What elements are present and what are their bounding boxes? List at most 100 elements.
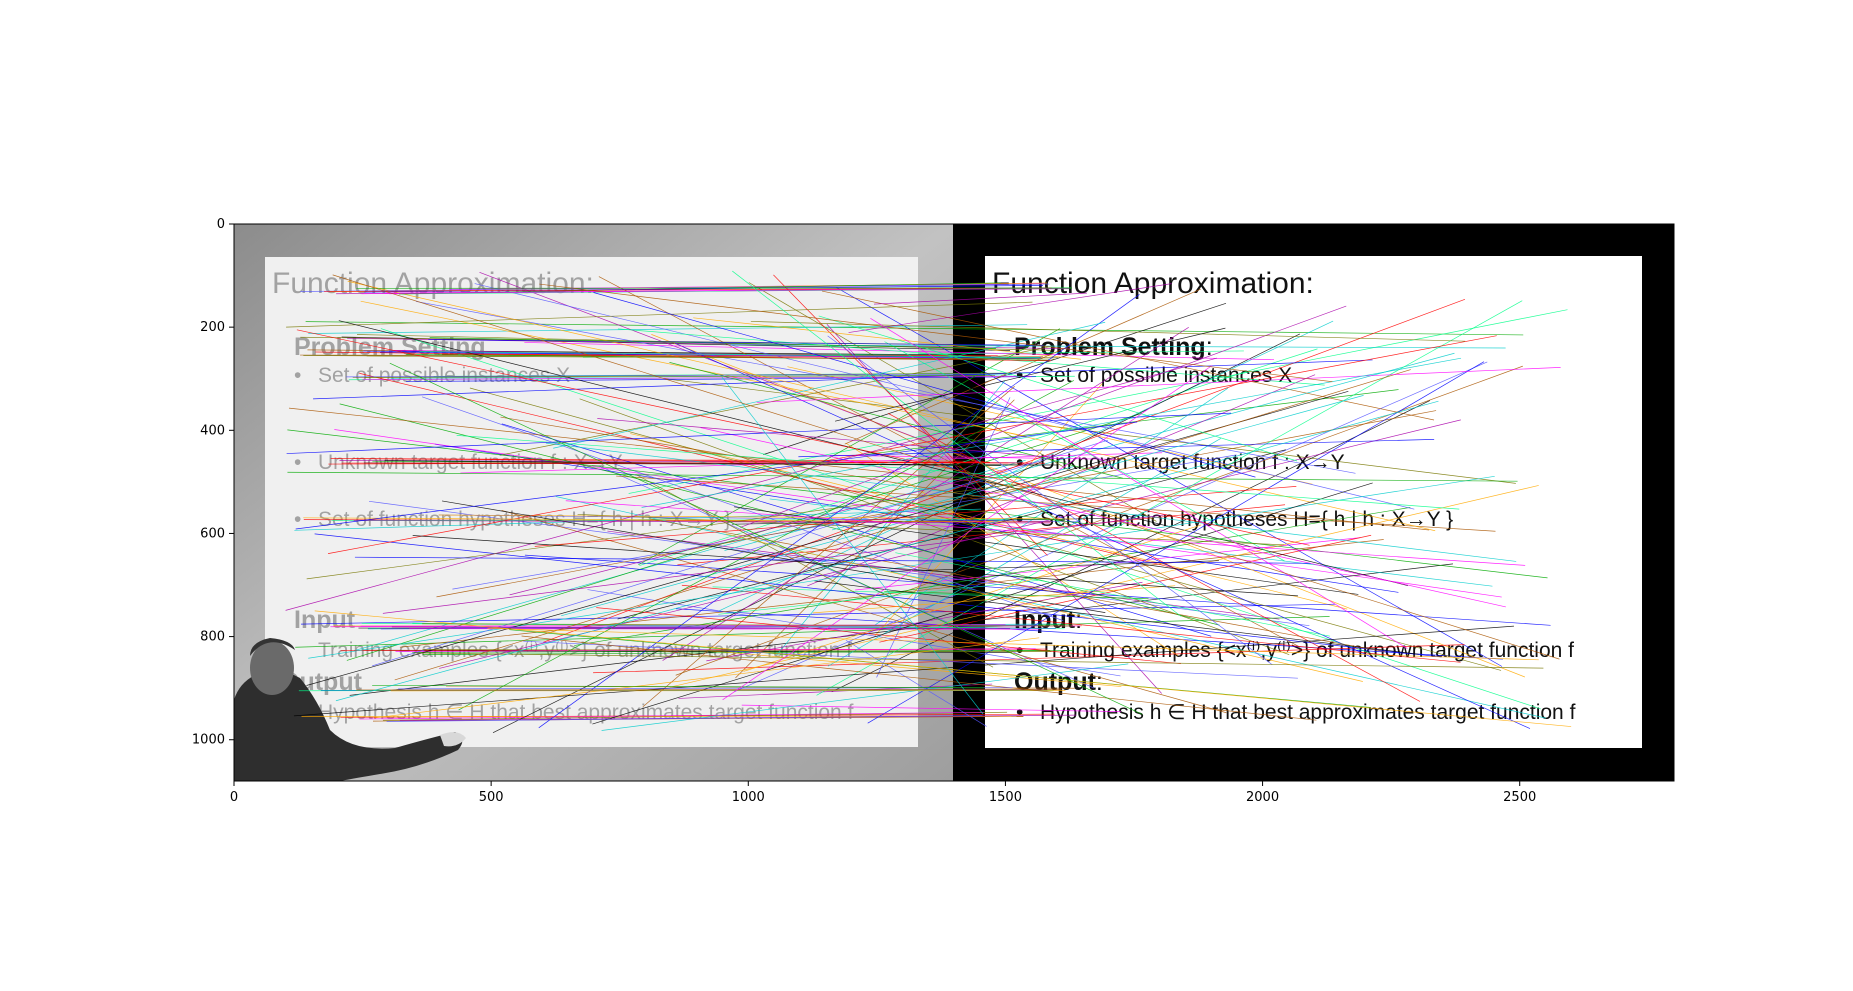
match-line <box>501 510 1227 714</box>
match-line <box>359 372 1194 573</box>
slide-title: Function Approximation: <box>992 267 1314 300</box>
match-line <box>593 292 1256 478</box>
match-line <box>739 305 1347 528</box>
match-line <box>339 403 1220 626</box>
match-line <box>428 339 1044 346</box>
match-line <box>436 410 1437 598</box>
match-line <box>730 344 1506 349</box>
match-line <box>441 500 1106 613</box>
match-line <box>300 283 1050 292</box>
match-line <box>368 500 1310 627</box>
match-line <box>725 533 1363 682</box>
match-line <box>438 514 1074 520</box>
bullet: • <box>1016 364 1023 387</box>
match-line <box>732 270 1182 617</box>
match-line <box>693 317 1081 360</box>
output-item: Hypothesis h ∈ H that best approximates … <box>1040 701 1576 724</box>
match-line <box>743 524 1202 672</box>
match-line <box>405 376 1037 382</box>
match-line <box>718 579 1039 615</box>
x-tick-label: 2500 <box>1503 790 1536 805</box>
match-line <box>826 323 1162 694</box>
match-line <box>389 362 1143 715</box>
match-line <box>324 287 1052 292</box>
match-line <box>394 350 986 356</box>
match-line <box>844 288 1201 445</box>
match-line <box>364 375 996 378</box>
match-line <box>509 462 1033 596</box>
match-line <box>642 386 1015 708</box>
match-line <box>681 584 1461 663</box>
match-line <box>884 590 1149 600</box>
projection-screen <box>265 257 918 747</box>
match-line <box>295 421 1138 530</box>
match-line <box>675 608 1503 660</box>
match-line <box>332 274 1560 660</box>
match-line <box>756 367 1561 403</box>
match-line <box>398 687 1013 690</box>
match-line <box>415 301 1356 474</box>
match-line <box>359 711 984 720</box>
match-line <box>308 324 1028 334</box>
match-line <box>422 649 1052 652</box>
match-line <box>662 326 1189 661</box>
photo-item-3: Set of function hypotheses H={ h | h : X… <box>318 508 731 531</box>
match-line <box>362 376 1032 380</box>
x-tick-label: 2000 <box>1246 790 1279 805</box>
match-line <box>845 639 987 727</box>
input-item: Training examples {<x⁽ⁱ⁾,y⁽ⁱ⁾>} of unkno… <box>1040 639 1574 662</box>
match-line <box>721 376 984 715</box>
match-line <box>429 337 996 349</box>
match-line <box>565 500 1526 566</box>
match-line <box>678 683 993 699</box>
match-line <box>287 471 1518 482</box>
match-line <box>593 644 1465 674</box>
match-line <box>386 715 983 722</box>
match-line <box>335 400 1439 702</box>
match-line <box>787 366 1313 485</box>
photo-item-2: Unknown target function f : X→Y <box>318 451 623 474</box>
match-line <box>700 427 1506 608</box>
match-line <box>353 520 1051 524</box>
match-line <box>399 539 1384 648</box>
match-line <box>598 276 1301 648</box>
match-line <box>669 485 1539 688</box>
match-line <box>353 459 1026 651</box>
y-tick-label: 400 <box>200 423 225 438</box>
match-line <box>313 359 1373 400</box>
photo-bullet: • <box>294 508 301 531</box>
bullet: • <box>1016 701 1023 724</box>
x-tick-label: 1000 <box>732 790 765 805</box>
match-line <box>561 395 1364 617</box>
photo-output-item: Hypothesis h ∈ H that best approximates … <box>318 701 854 724</box>
y-axis: 0 200 400 600 800 1000 <box>192 217 234 748</box>
match-line <box>542 298 1466 643</box>
match-line <box>422 623 1072 627</box>
match-line <box>327 335 1497 554</box>
match-line <box>607 530 1280 620</box>
match-line <box>334 429 1502 598</box>
photo-bullet: • <box>294 451 301 474</box>
match-line <box>831 400 1431 693</box>
match-line <box>539 283 1333 383</box>
y-tick-label: 0 <box>217 217 225 232</box>
match-line <box>827 335 1273 666</box>
match-line <box>374 637 1040 719</box>
match-line <box>356 689 1062 691</box>
match-line <box>293 625 1514 717</box>
match-line <box>347 280 1436 532</box>
match-line <box>821 290 1435 421</box>
match-line <box>818 315 1298 462</box>
match-line <box>315 351 1051 362</box>
match-line <box>346 412 1142 661</box>
match-line <box>412 535 1299 597</box>
photo-input-heading: Input <box>294 606 356 634</box>
match-line <box>848 283 1172 333</box>
match-line <box>650 518 1386 653</box>
match-lines <box>285 270 1572 733</box>
match-line <box>303 517 1016 523</box>
input-colon: : <box>1075 606 1082 634</box>
match-line <box>295 616 1330 648</box>
match-line <box>733 506 1359 595</box>
